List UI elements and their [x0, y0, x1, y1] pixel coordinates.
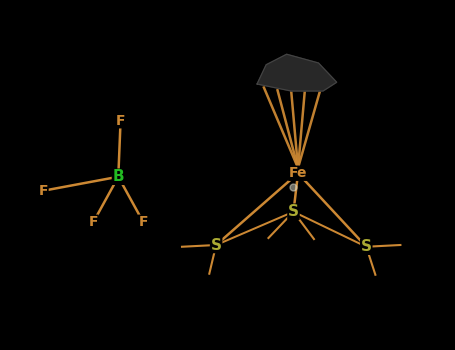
Text: Fe: Fe — [289, 166, 307, 180]
Text: F: F — [89, 215, 98, 229]
Polygon shape — [257, 54, 337, 91]
Text: F: F — [139, 215, 148, 229]
Text: S: S — [361, 239, 372, 254]
Text: S: S — [288, 204, 299, 219]
Text: B: B — [112, 169, 124, 184]
Text: S: S — [211, 238, 222, 252]
Text: F: F — [39, 184, 48, 198]
Text: F: F — [116, 114, 125, 128]
